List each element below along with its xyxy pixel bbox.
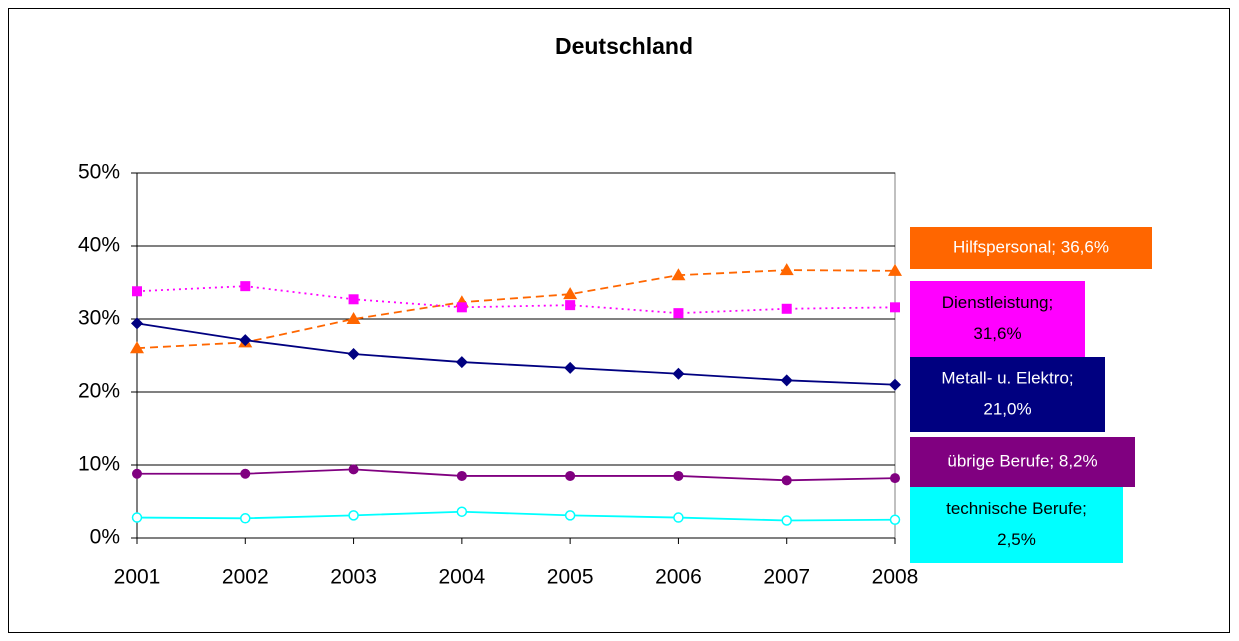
marker	[564, 361, 577, 374]
series-label: Dienstleistung;	[942, 293, 1054, 312]
chart-title: Deutschland	[555, 33, 693, 59]
series-label-box	[910, 281, 1085, 357]
series-label-box	[910, 357, 1105, 432]
marker	[240, 513, 251, 524]
marker	[132, 468, 142, 479]
marker	[890, 473, 900, 484]
marker	[130, 341, 144, 354]
y-tick-label: 20%	[78, 380, 120, 403]
series-label: Hilfspersonal; 36,6%	[953, 237, 1109, 256]
marker	[240, 281, 251, 292]
y-tick-label: 50%	[78, 161, 120, 184]
series-line	[136, 322, 896, 386]
y-tick-label: 40%	[78, 234, 120, 257]
marker	[456, 302, 467, 313]
marker	[673, 512, 684, 523]
x-tick-label: 2007	[763, 566, 810, 589]
x-tick-label: 2002	[222, 566, 269, 589]
marker	[781, 303, 792, 314]
marker	[888, 263, 902, 276]
x-tick-label: 2004	[438, 566, 485, 589]
series-line	[136, 269, 896, 350]
marker	[240, 468, 251, 479]
marker	[672, 367, 685, 380]
marker	[455, 356, 468, 369]
marker	[889, 514, 901, 525]
marker	[781, 475, 792, 486]
marker	[132, 286, 142, 297]
marker	[565, 300, 576, 311]
marker	[456, 470, 467, 481]
x-tick-label: 2008	[872, 566, 919, 589]
marker	[563, 287, 578, 300]
series-label: 21,0%	[983, 399, 1031, 418]
marker	[131, 317, 143, 330]
y-tick-label: 30%	[78, 307, 120, 330]
marker	[889, 378, 901, 391]
plot-area	[136, 172, 896, 539]
x-tick-label: 2003	[330, 566, 377, 589]
marker	[671, 268, 686, 281]
series-line	[136, 285, 896, 315]
marker	[239, 334, 252, 347]
marker	[131, 512, 143, 523]
y-tick-label: 10%	[78, 453, 120, 476]
marker	[348, 464, 359, 475]
series-label: 31,6%	[973, 324, 1021, 343]
marker	[565, 470, 576, 481]
x-tick-label: 2001	[114, 566, 161, 589]
series-line	[137, 468, 896, 482]
x-tick-label: 2005	[547, 566, 594, 589]
marker	[890, 302, 900, 313]
x-tick-label: 2006	[655, 566, 702, 589]
series-label: technische Berufe;	[946, 499, 1087, 518]
series-line	[136, 510, 896, 522]
series-label: 2,5%	[997, 530, 1036, 549]
series-label-box	[910, 487, 1123, 563]
marker	[779, 263, 794, 276]
marker	[673, 308, 684, 319]
marker	[348, 510, 359, 521]
marker	[781, 515, 792, 526]
marker	[673, 470, 684, 481]
marker	[347, 348, 360, 361]
series-label-box	[910, 437, 1135, 487]
marker	[456, 506, 468, 517]
marker	[348, 294, 359, 305]
series-label-box	[910, 227, 1152, 269]
y-tick-label: 0%	[90, 526, 120, 549]
marker	[780, 374, 793, 387]
marker	[346, 312, 361, 324]
series-label: Metall- u. Elektro;	[941, 368, 1073, 387]
marker	[564, 510, 576, 521]
series-label: übrige Berufe; 8,2%	[947, 451, 1097, 470]
